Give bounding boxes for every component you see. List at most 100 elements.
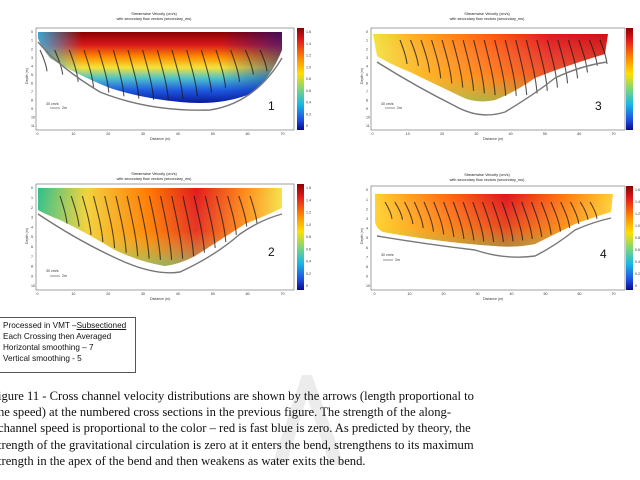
- y-tick-label: 10: [31, 284, 35, 288]
- colorbar-tick-label: 1.4: [635, 200, 640, 204]
- y-tick-label: 2: [31, 206, 33, 210]
- flow-vector: [494, 39, 507, 96]
- flow-vector: [148, 195, 161, 260]
- processing-line-1: Processed in VMT –Subsectioned: [3, 320, 131, 331]
- x-tick-label: 20: [440, 132, 444, 136]
- colorbar-ticks-4: 1.6 1.4 1.2 1.0 0.8 0.6 0.4 0.2 0: [635, 188, 640, 288]
- scale-label-4: 30 cm/s: [381, 253, 394, 257]
- flow-vector: [515, 39, 528, 96]
- x-ticks-1: 0 10 20 30 40 50 60 70: [37, 132, 285, 136]
- x-ticks-4: 0 10 20 30 40 50 60 70: [374, 292, 616, 296]
- colorbar-tick-label: 0.4: [306, 101, 311, 105]
- y-tick-label: 2: [366, 47, 368, 51]
- flow-vector: [491, 201, 504, 242]
- secondary-flow-vectors-2: [59, 195, 258, 260]
- y-tick-label: 4: [31, 225, 33, 229]
- secondary-flow-vectors-1: [39, 49, 268, 100]
- x-tick-label: 40: [509, 132, 513, 136]
- y-tick-label: 8: [366, 99, 368, 103]
- y-axis-label-2: Depth (m): [25, 228, 29, 244]
- flow-vector: [410, 39, 419, 66]
- x-tick-label: 60: [577, 132, 581, 136]
- x-tick-label: 40: [510, 292, 514, 296]
- x-tick-label: 0: [372, 132, 374, 136]
- plot-title-1: Streamwise Velocity (cm/s): [131, 12, 177, 16]
- x-tick-label: 50: [211, 292, 215, 296]
- flow-vector: [462, 39, 475, 91]
- x-tick-label: 30: [474, 132, 478, 136]
- colorbar-tick-label: 1.2: [635, 212, 640, 216]
- flow-vector: [504, 39, 517, 96]
- plot-subtitle-2: with secondary flow vectors (secondary_m…: [117, 177, 192, 181]
- figure-panel-3: Streamwise Velocity (cm/s) with secondar…: [355, 8, 640, 143]
- colorbar-tick-label: 0.8: [306, 235, 311, 239]
- y-tick-label: 4: [31, 64, 33, 68]
- colorbar-tick-label: 0.6: [306, 247, 311, 251]
- x-tick-label: 10: [406, 132, 410, 136]
- caption-line-5: trength in the apex of the bend and then…: [0, 453, 366, 468]
- flow-vector: [142, 49, 155, 100]
- flow-vector: [550, 201, 561, 232]
- processing-line-4: Vertical smoothing - 5: [3, 354, 82, 363]
- colorbar-tick-label: 0.2: [306, 112, 311, 116]
- secondary-flow-vectors-4: [384, 201, 598, 242]
- y-tick-label: 0: [366, 188, 368, 192]
- colorbar-2: [297, 184, 304, 290]
- flow-vector: [483, 39, 496, 96]
- processing-line-1-prefix: Processed in VMT –: [3, 321, 77, 330]
- x-axis-label-4: Distance (m): [483, 297, 503, 301]
- x-axis-label-2: Distance (m): [150, 297, 170, 301]
- flow-vector: [578, 39, 589, 73]
- velocity-plot-2: Streamwise Velocity (cm/s) with secondar…: [25, 172, 311, 301]
- flow-vector: [70, 195, 80, 227]
- colorbar-ticks-1: 1.6 1.4 1.2 1.0 0.8 0.6 0.4 0.2 0: [306, 30, 311, 128]
- y-tick-label: 9: [366, 107, 368, 111]
- colorbar-tick-label: 0.6: [306, 89, 311, 93]
- flow-vector: [54, 49, 64, 75]
- flow-vector: [589, 201, 598, 219]
- colorbar-tick-label: 1.2: [306, 54, 311, 58]
- channel-bed-line-3: [376, 61, 608, 116]
- y-tick-label: 8: [31, 265, 33, 269]
- velocity-field-overlay-1: [38, 32, 282, 103]
- figure-panel-2: Streamwise Velocity (cm/s) with secondar…: [20, 168, 311, 303]
- y-tick-label: 1: [366, 39, 368, 43]
- flow-vector: [98, 49, 110, 93]
- x-tick-label: 50: [543, 132, 547, 136]
- scale-arrow-label-2: 2m: [62, 274, 67, 278]
- plot-subtitle-1: with secondary flow vectors (secondary_m…: [117, 17, 192, 21]
- y-tick-label: 6: [31, 81, 33, 85]
- y-tick-label: 7: [31, 90, 33, 94]
- flow-vector: [394, 201, 404, 220]
- y-ticks-1: 0 1 2 3 4 5 6 7 8 9 10 11: [31, 30, 35, 128]
- y-tick-label: 8: [366, 265, 368, 269]
- colorbar-tick-label: 0: [306, 284, 308, 288]
- y-tick-label: 3: [366, 56, 368, 60]
- flow-vector: [244, 49, 254, 75]
- y-tick-label: 11: [31, 124, 35, 128]
- colorbar-1: [297, 28, 304, 130]
- flow-vector: [404, 201, 414, 225]
- flow-vector: [104, 195, 116, 249]
- y-tick-label: 10: [366, 284, 370, 288]
- flow-vector: [81, 195, 92, 235]
- colorbar-3: [626, 28, 633, 130]
- y-tick-label: 7: [31, 255, 33, 259]
- colorbar-tick-label: 1.6: [306, 30, 311, 34]
- x-tick-label: 40: [176, 292, 180, 296]
- flow-vector: [399, 39, 408, 65]
- colorbar-tick-label: 1.0: [306, 223, 311, 227]
- flow-vector: [420, 39, 431, 73]
- velocity-field-overlay-2: [38, 188, 282, 266]
- colorbar-tick-label: 1.6: [306, 186, 311, 190]
- flow-vector: [521, 201, 533, 240]
- y-tick-label: 10: [366, 116, 370, 120]
- x-tick-label: 10: [408, 292, 412, 296]
- x-tick-label: 60: [246, 292, 250, 296]
- x-tick-label: 0: [374, 292, 376, 296]
- processing-line-1-underlined: Subsectioned: [76, 321, 127, 330]
- x-tick-label: 30: [141, 292, 145, 296]
- x-tick-label: 30: [141, 132, 145, 136]
- flow-vector: [83, 49, 95, 88]
- colorbar-tick-label: 0.2: [306, 272, 311, 276]
